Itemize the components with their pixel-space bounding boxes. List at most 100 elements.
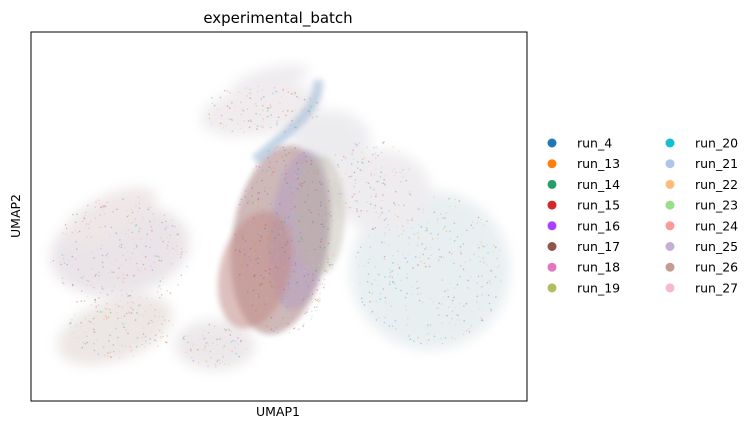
scatter-point <box>99 291 102 294</box>
scatter-point <box>210 357 212 359</box>
scatter-point <box>240 263 242 265</box>
scatter-point <box>97 353 100 356</box>
legend-marker <box>665 283 675 293</box>
scatter-point <box>304 270 306 273</box>
scatter-point <box>476 282 479 284</box>
scatter-point <box>392 262 394 264</box>
scatter-point <box>258 166 261 168</box>
scatter-point <box>359 246 362 249</box>
scatter-point <box>388 268 391 270</box>
scatter-point <box>262 194 265 196</box>
scatter-point <box>251 195 253 197</box>
scatter-point <box>257 197 260 200</box>
scatter-point <box>326 271 328 273</box>
scatter-point <box>275 282 278 285</box>
scatter-point <box>282 220 285 222</box>
scatter-point <box>74 258 77 260</box>
scatter-point <box>159 288 162 291</box>
scatter-point <box>254 274 256 276</box>
scatter-point <box>481 245 484 247</box>
scatter-point <box>452 262 455 265</box>
scatter-point <box>285 325 288 328</box>
scatter-point <box>226 105 229 107</box>
scatter-point <box>316 289 319 291</box>
scatter-point <box>354 143 357 145</box>
scatter-point <box>341 178 344 181</box>
scatter-point <box>101 285 104 288</box>
scatter-point <box>451 299 454 302</box>
scatter-point <box>385 302 388 304</box>
scatter-point <box>278 289 281 291</box>
scatter-point <box>285 172 287 175</box>
scatter-point <box>138 207 141 209</box>
scatter-point <box>304 258 307 261</box>
scatter-point <box>408 168 410 170</box>
scatter-point <box>299 182 301 184</box>
scatter-point <box>289 188 292 190</box>
scatter-point <box>285 275 288 278</box>
scatter-point <box>317 298 320 301</box>
scatter-point <box>122 322 124 325</box>
scatter-point <box>401 233 403 236</box>
scatter-point <box>299 183 301 185</box>
scatter-point <box>219 96 222 99</box>
scatter-point <box>219 122 222 125</box>
scatter-point <box>303 152 305 154</box>
scatter-point <box>61 232 64 234</box>
scatter-point <box>282 146 284 149</box>
scatter-point <box>384 316 387 319</box>
scatter-point <box>424 230 427 232</box>
scatter-point <box>175 233 178 236</box>
scatter-point <box>274 237 276 239</box>
scatter-point <box>499 249 501 252</box>
legend-item: run_23 <box>665 198 738 213</box>
scatter-point <box>105 254 107 257</box>
scatter-point <box>373 146 375 149</box>
scatter-point <box>372 189 375 191</box>
scatter-point <box>130 301 133 303</box>
scatter-point <box>276 289 279 292</box>
legend-item: run_21 <box>665 156 738 171</box>
scatter-point <box>322 191 324 194</box>
scatter-point <box>237 267 240 270</box>
scatter-point <box>243 110 245 112</box>
scatter-point <box>480 316 482 319</box>
scatter-point <box>411 216 414 219</box>
scatter-point <box>244 249 246 251</box>
scatter-point <box>267 107 270 110</box>
scatter-point <box>482 224 485 227</box>
scatter-point <box>367 160 370 163</box>
scatter-point <box>248 255 250 258</box>
scatter-point <box>381 241 383 244</box>
scatter-point <box>158 285 161 287</box>
scatter-point <box>357 251 359 254</box>
scatter-point <box>268 251 271 254</box>
scatter-point <box>81 346 84 349</box>
scatter-point <box>309 114 312 116</box>
scatter-point <box>276 267 279 269</box>
scatter-point <box>265 325 268 327</box>
scatter-point <box>274 223 276 226</box>
scatter-point <box>314 309 317 312</box>
scatter-point <box>249 247 252 250</box>
scatter-point <box>358 191 361 193</box>
scatter-point <box>162 335 164 338</box>
embedding-point-cloud <box>50 64 510 370</box>
scatter-point <box>204 346 206 348</box>
legend-label: run_13 <box>577 156 620 171</box>
scatter-point <box>369 246 372 248</box>
scatter-point <box>384 184 386 187</box>
scatter-point <box>74 221 77 223</box>
legend-marker <box>547 138 557 148</box>
scatter-point <box>243 255 246 258</box>
scatter-point <box>255 309 257 312</box>
scatter-point <box>245 213 248 216</box>
scatter-point <box>186 265 188 268</box>
scatter-point <box>314 171 317 173</box>
scatter-point <box>263 216 266 218</box>
scatter-point <box>411 286 413 288</box>
scatter-point <box>312 172 314 174</box>
scatter-point <box>172 324 174 326</box>
scatter-point <box>292 157 295 159</box>
scatter-point <box>90 236 92 238</box>
